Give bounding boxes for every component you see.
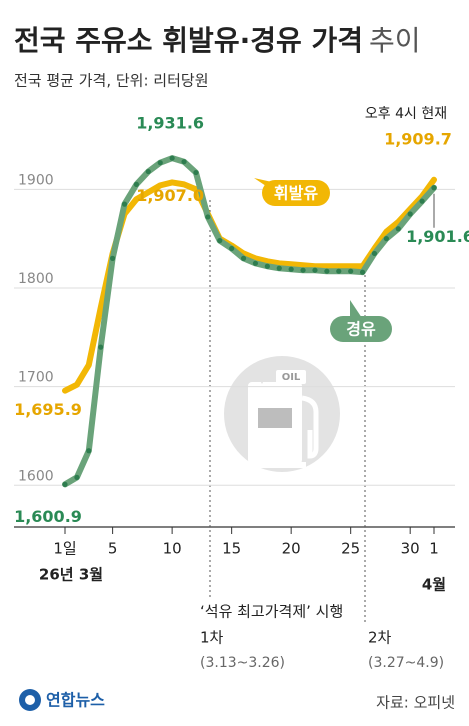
point [276, 265, 282, 271]
subtitle: 전국 평균 가격, 단위: 리터당원 [14, 72, 209, 90]
x-tick-label: 25 [341, 540, 360, 558]
value-label: 1,600.9 [14, 507, 82, 526]
value-label: 1,695.9 [14, 400, 82, 419]
point [312, 267, 318, 273]
y-tick-label: 1900 [18, 172, 54, 188]
point [288, 266, 294, 272]
point [145, 168, 151, 175]
value-label: 1,909.7 [384, 129, 452, 148]
point [348, 268, 354, 274]
point [359, 269, 366, 275]
legend-bubble [262, 180, 330, 206]
as-of-label: 오후 4시 현재 [365, 106, 447, 122]
legend-label: 휘발유 [274, 184, 318, 203]
legend-bubble [330, 316, 392, 342]
point [324, 268, 330, 274]
pump-icon: OIL [224, 356, 340, 472]
point [431, 185, 437, 191]
point [205, 214, 211, 220]
svg-text:OIL: OIL [282, 372, 301, 383]
legend-item: 휘발유 [254, 178, 330, 206]
x-tick-label: 5 [108, 540, 118, 558]
point [110, 255, 116, 261]
title-suffix: 추이 [369, 24, 421, 57]
legend-item: 경유 [330, 300, 392, 342]
x-tick-label: 15 [222, 540, 241, 558]
y-tick-label: 1700 [18, 370, 54, 386]
point [336, 268, 342, 274]
point [300, 267, 306, 273]
point [74, 474, 80, 480]
point [121, 201, 128, 207]
point [395, 226, 401, 232]
line-1 [62, 155, 437, 488]
chart-title: 전국 주유소 휘발유·경유 가격 추이 [14, 24, 421, 57]
point [240, 255, 247, 261]
y-tick-label: 1800 [18, 271, 54, 287]
logo-text: 연합뉴스 [46, 691, 105, 710]
point [181, 159, 187, 165]
point [157, 160, 163, 166]
point [98, 344, 104, 350]
x-tick-label: 10 [163, 540, 182, 558]
point [229, 245, 235, 252]
x-tick-label: 1 [429, 540, 439, 558]
legend-label: 경유 [346, 320, 376, 339]
month-label: 26년 3월 [39, 566, 103, 584]
point [252, 260, 259, 266]
point [419, 198, 425, 204]
point [169, 155, 175, 161]
month-label: 4월 [422, 576, 446, 594]
point [133, 181, 140, 187]
x-tick-label: 20 [282, 540, 301, 558]
phase1-label: 1차 [200, 629, 224, 647]
title-main: 전국 주유소 휘발유·경유 가격 [14, 24, 363, 57]
value-label: 1,931.6 [136, 114, 204, 133]
point [371, 250, 378, 257]
point [86, 448, 92, 454]
point [217, 238, 223, 244]
point [193, 169, 199, 176]
phase2-period: (3.27~4.9) [368, 655, 444, 671]
phase2-label: 2차 [368, 629, 392, 647]
source: 자료: 오피넷 [376, 694, 455, 712]
policy-label: ‘석유 최고가격제’ 시행 [200, 603, 343, 621]
grid [14, 188, 455, 486]
point [383, 236, 389, 242]
legend-pointer [254, 178, 272, 186]
logo: 연합뉴스 [19, 689, 105, 711]
legend-pointer [350, 300, 362, 318]
value-label: 1,907.0 [136, 186, 204, 205]
y-tick-label: 1600 [18, 468, 54, 484]
value-label: 1,901.6 [406, 227, 469, 246]
phase1-period: (3.13~3.26) [200, 655, 285, 671]
point [264, 263, 270, 269]
x-tick-label: 30 [401, 540, 420, 558]
point [407, 211, 413, 217]
point [62, 481, 68, 487]
x-tick-label: 1일 [53, 540, 76, 558]
